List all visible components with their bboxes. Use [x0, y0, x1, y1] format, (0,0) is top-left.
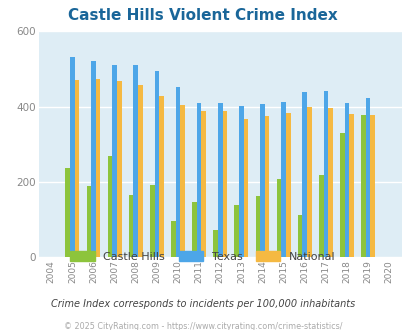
Bar — [75, 80, 79, 257]
Bar — [196, 103, 201, 257]
Bar — [117, 82, 121, 257]
Bar — [65, 168, 70, 257]
Text: Crime Index corresponds to incidents per 100,000 inhabitants: Crime Index corresponds to incidents per… — [51, 299, 354, 309]
Bar — [360, 115, 365, 257]
Bar — [201, 111, 206, 257]
Bar — [260, 104, 264, 257]
Bar — [281, 102, 285, 257]
Bar — [107, 156, 112, 257]
Bar — [348, 114, 353, 257]
Bar — [171, 221, 175, 257]
Bar — [159, 96, 164, 257]
Text: Castle Hills Violent Crime Index: Castle Hills Violent Crime Index — [68, 8, 337, 23]
Text: © 2025 CityRating.com - https://www.cityrating.com/crime-statistics/: © 2025 CityRating.com - https://www.city… — [64, 322, 341, 330]
Bar — [180, 105, 185, 257]
Bar — [239, 106, 243, 257]
Bar — [70, 56, 75, 257]
Bar — [128, 195, 133, 257]
Bar — [306, 108, 311, 257]
Bar — [154, 71, 159, 257]
Bar — [133, 64, 138, 257]
Bar — [149, 185, 154, 257]
Bar — [255, 196, 260, 257]
Bar — [192, 202, 196, 257]
Bar — [369, 115, 374, 257]
Bar — [365, 98, 369, 257]
Bar — [234, 205, 239, 257]
Bar — [91, 61, 96, 257]
Bar — [222, 111, 227, 257]
Bar — [112, 64, 117, 257]
Bar — [339, 133, 344, 257]
Bar — [175, 87, 180, 257]
Bar — [213, 230, 217, 257]
Bar — [285, 113, 290, 257]
Bar — [217, 103, 222, 257]
Bar — [138, 85, 143, 257]
Bar — [243, 119, 248, 257]
Bar — [276, 180, 281, 257]
Bar — [96, 79, 100, 257]
Legend: Castle Hills, Texas, National: Castle Hills, Texas, National — [66, 247, 339, 267]
Bar — [86, 186, 91, 257]
Bar — [344, 103, 348, 257]
Bar — [318, 175, 323, 257]
Bar — [327, 108, 332, 257]
Bar — [297, 215, 302, 257]
Bar — [264, 116, 269, 257]
Bar — [302, 92, 306, 257]
Bar — [323, 91, 327, 257]
